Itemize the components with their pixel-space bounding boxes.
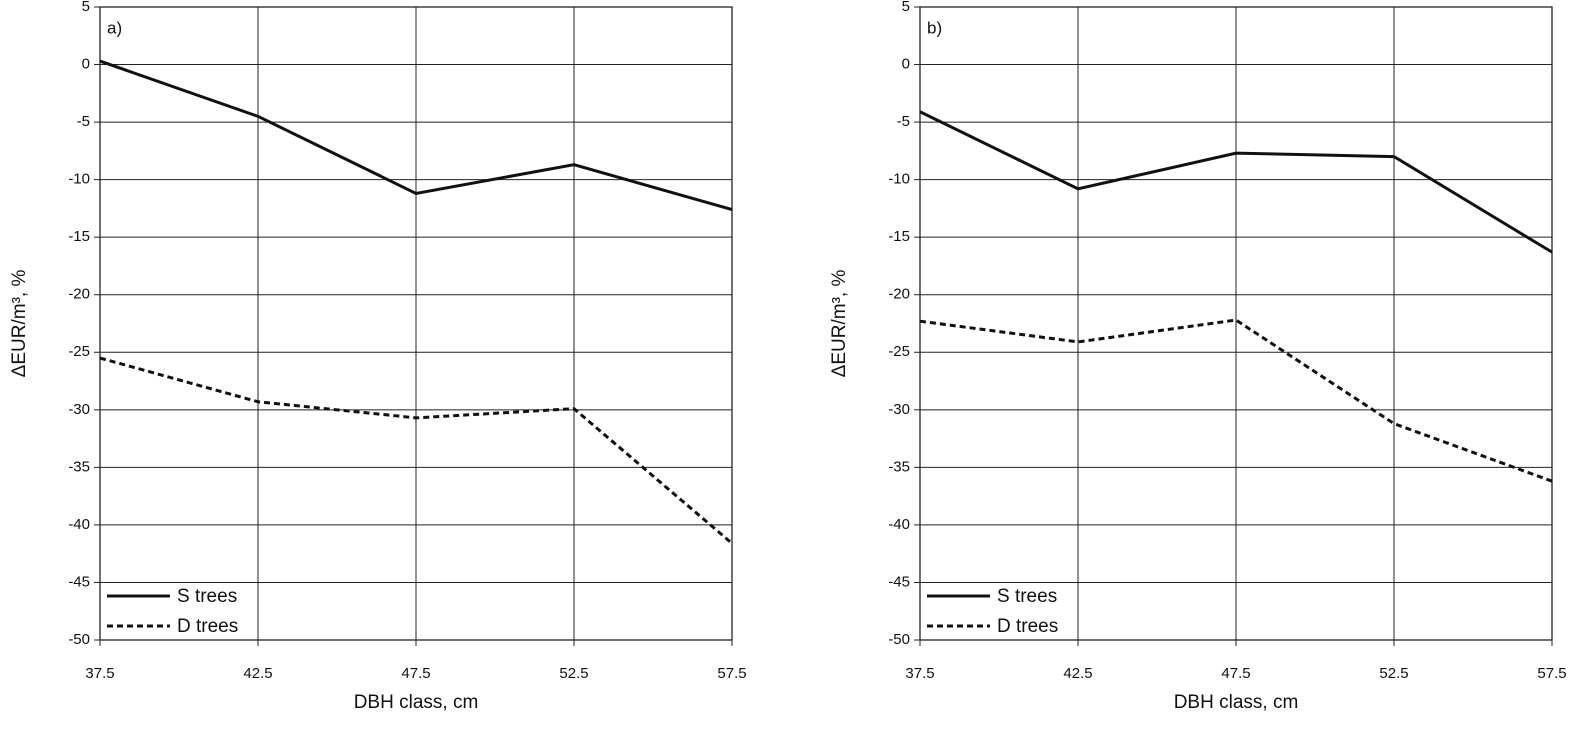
x-tick-label: 42.5 — [243, 665, 272, 682]
x-tick-label: 37.5 — [905, 665, 934, 682]
y-tick-label: -5 — [77, 113, 90, 130]
y-tick-label: -35 — [68, 458, 90, 475]
y-tick-label: -25 — [68, 343, 90, 360]
x-tick-label: 47.5 — [1221, 665, 1250, 682]
y-tick-label: -45 — [888, 573, 910, 590]
y-axis-label: ΔEUR/m³, % — [829, 270, 850, 378]
y-tick-label: -30 — [68, 401, 90, 418]
y-tick-label: -35 — [888, 458, 910, 475]
x-tick-label: 47.5 — [401, 665, 430, 682]
legend-label: S trees — [997, 586, 1057, 607]
x-tick-label: 42.5 — [1063, 665, 1092, 682]
y-tick-label: -40 — [888, 516, 910, 533]
x-tick-label: 52.5 — [559, 665, 588, 682]
y-tick-label: -50 — [888, 631, 910, 648]
y-tick-label: -15 — [68, 228, 90, 245]
y-tick-label: -10 — [68, 171, 90, 188]
panel-label: a) — [107, 18, 122, 37]
series-line — [99, 59, 733, 212]
series-line — [99, 356, 733, 545]
legend-label: S trees — [177, 586, 237, 607]
y-tick-label: 5 — [82, 0, 90, 15]
legend-label: D trees — [177, 616, 238, 637]
y-tick-label: 5 — [902, 0, 910, 15]
y-tick-label: 0 — [82, 56, 90, 73]
panel-label: b) — [927, 18, 942, 37]
y-tick-label: -45 — [68, 573, 90, 590]
y-tick-label: -20 — [68, 286, 90, 303]
y-tick-label: -25 — [888, 343, 910, 360]
legend-label: D trees — [997, 616, 1058, 637]
plot-frame — [919, 6, 1553, 641]
x-axis-label: DBH class, cm — [1174, 692, 1299, 713]
series-line — [919, 110, 1553, 254]
plot-frame — [99, 6, 733, 641]
x-tick-label: 37.5 — [85, 665, 114, 682]
x-axis-label: DBH class, cm — [354, 692, 479, 713]
y-tick-label: -20 — [888, 286, 910, 303]
y-tick-label: -15 — [888, 228, 910, 245]
y-tick-label: 0 — [902, 56, 910, 73]
y-tick-label: -50 — [68, 631, 90, 648]
y-tick-label: -30 — [888, 401, 910, 418]
y-axis-label: ΔEUR/m³, % — [9, 270, 30, 378]
y-tick-label: -5 — [897, 113, 910, 130]
x-tick-label: 52.5 — [1379, 665, 1408, 682]
x-tick-label: 57.5 — [717, 665, 746, 682]
y-tick-label: -40 — [68, 516, 90, 533]
y-tick-label: -10 — [888, 171, 910, 188]
series-line — [919, 318, 1553, 483]
x-tick-label: 57.5 — [1537, 665, 1566, 682]
